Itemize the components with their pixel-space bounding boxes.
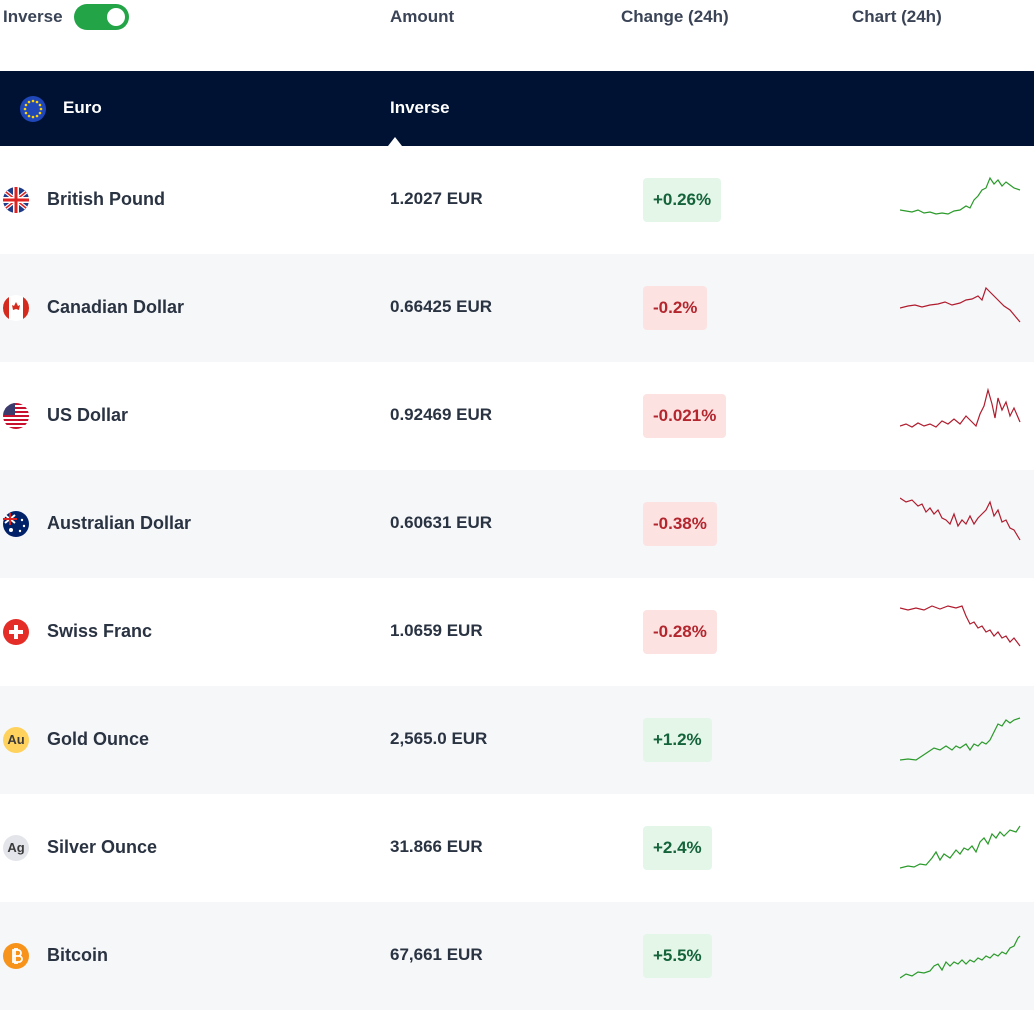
currency-name: Canadian Dollar [47, 297, 185, 317]
currency-row[interactable]: US Dollar 0.92469 EUR -0.021% [0, 362, 1034, 470]
sparkline [900, 825, 1021, 869]
currency-name: British Pound [47, 189, 165, 209]
icon-graphic [3, 727, 29, 753]
currency-icon [3, 511, 29, 537]
change-pill: +2.4% [643, 826, 712, 870]
amount: 0.66425 EUR [390, 297, 493, 316]
amount: 67,661 EUR [390, 945, 483, 964]
change-pill: -0.021% [643, 394, 727, 438]
currency-icon [3, 943, 29, 969]
inverse-label: Inverse [3, 7, 63, 26]
amount: 0.92469 EUR [390, 405, 493, 424]
amount: 2,565.0 EUR [390, 729, 488, 748]
amount: 1.2027 EUR [390, 189, 483, 208]
column-header: Amount [390, 7, 455, 26]
icon-graphic [3, 187, 29, 213]
sparkline-path [900, 825, 1021, 869]
currency-name: Silver Ounce [47, 837, 158, 857]
currency-icon [3, 403, 29, 429]
base-mode[interactable]: Inverse [390, 98, 450, 117]
amount: 31.866 EUR [390, 837, 483, 856]
icon-text: Au [7, 732, 25, 747]
page: Inverse Amount Change (24h) Chart (24h) … [0, 4, 1034, 979]
currency-icon: Au [3, 727, 29, 753]
base-currency-band: Euro Inverse [0, 71, 1034, 146]
currency-row[interactable]: Australian Dollar 0.60631 EUR -0.38% [0, 470, 1034, 578]
sparkline [900, 387, 1021, 428]
sparkline-path [900, 387, 1021, 428]
currency-name: Swiss Franc [47, 621, 153, 641]
change-pill: -0.2% [643, 286, 708, 330]
toggle-knob [107, 8, 125, 26]
sparkline-path [900, 176, 1021, 215]
icon-text: Ag [7, 840, 25, 855]
currency-row[interactable]: Ag Silver Ounce 31.866 EUR +2.4% [0, 794, 1034, 902]
change-pill: -0.38% [643, 502, 717, 546]
currency-name: Gold Ounce [47, 729, 150, 749]
currency-row[interactable]: British Pound 1.2027 EUR +0.26% [0, 146, 1034, 254]
currency-row[interactable]: Swiss Franc 1.0659 EUR -0.28% [0, 578, 1034, 686]
sparkline-path [900, 497, 1021, 541]
sparkline-path [900, 286, 1021, 323]
notch [388, 137, 402, 146]
icon-graphic [3, 943, 29, 969]
currency-icon [3, 619, 29, 645]
sparkline [900, 286, 1021, 323]
column-header: Change (24h) [621, 7, 729, 26]
currency-row[interactable]: Bitcoin 67,661 EUR +5.5% [0, 902, 1034, 1010]
currency-icon [3, 187, 29, 213]
inverse-toggle[interactable] [74, 4, 129, 30]
amount: 1.0659 EUR [390, 621, 483, 640]
currency-icon: Ag [3, 835, 29, 861]
sparkline-path [900, 935, 1021, 979]
currency-icon [2, 295, 30, 321]
sparkline [900, 605, 1021, 647]
sparkline [900, 717, 1021, 761]
column-header: Chart (24h) [852, 7, 942, 26]
currency-row[interactable]: Canadian Dollar 0.66425 EUR -0.2% [0, 254, 1034, 362]
currency-name: US Dollar [47, 405, 129, 425]
icon-graphic [3, 403, 29, 429]
currency-row[interactable]: Au Gold Ounce 2,565.0 EUR +1.2% [0, 686, 1034, 794]
eu-flag [20, 96, 46, 122]
amount: 0.60631 EUR [390, 513, 493, 532]
sparkline-path [900, 605, 1021, 647]
icon-graphic [2, 295, 30, 321]
currency-name: Australian Dollar [47, 513, 192, 533]
currency-name: Bitcoin [47, 945, 108, 965]
base-currency: Euro [63, 98, 102, 117]
change-pill: +1.2% [643, 718, 712, 762]
sparkline [900, 935, 1021, 979]
change-pill: -0.28% [643, 610, 717, 654]
sparkline-path [900, 717, 1021, 761]
sparkline [900, 176, 1021, 215]
change-pill: +0.26% [643, 178, 722, 222]
icon-graphic [3, 619, 29, 645]
icon-graphic [3, 511, 29, 537]
sparkline [900, 497, 1021, 541]
change-pill: +5.5% [643, 934, 712, 978]
icon-graphic [3, 835, 29, 861]
